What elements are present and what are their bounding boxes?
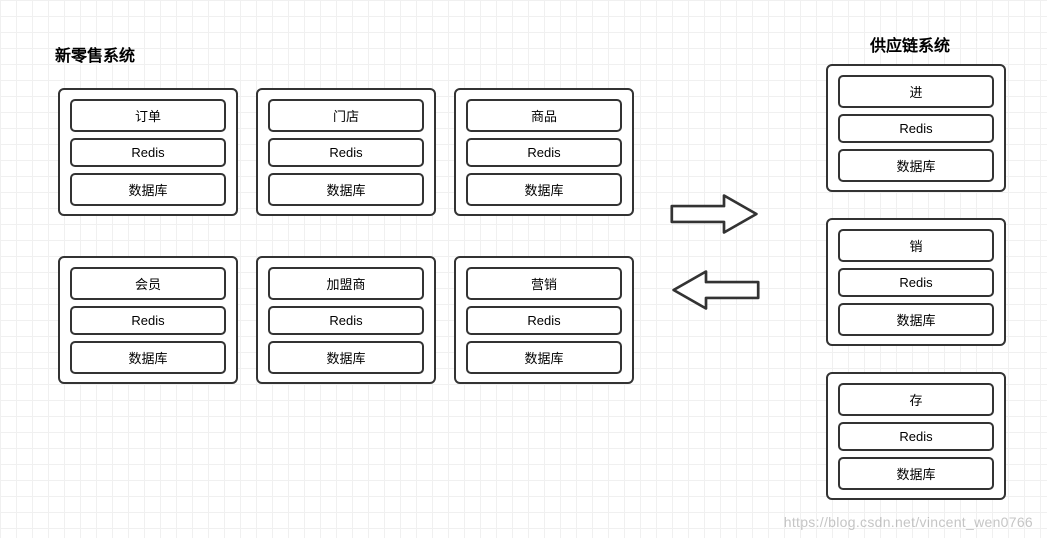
member-header-label: 会员 <box>70 267 226 300</box>
stock-bottom-label: 数据库 <box>838 457 994 490</box>
watermark-text: https://blog.csdn.net/vincent_wen0766 <box>784 514 1033 530</box>
sales-bottom-label: 数据库 <box>838 303 994 336</box>
product-header-label: 商品 <box>466 99 622 132</box>
stock-header-label: 存 <box>838 383 994 416</box>
sales-header-label: 销 <box>838 229 994 262</box>
marketing-mid-label: Redis <box>466 306 622 335</box>
franchise-bottom-label: 数据库 <box>268 341 424 374</box>
retail-module-franchise: 加盟商 Redis 数据库 <box>256 256 436 384</box>
product-bottom-label: 数据库 <box>466 173 622 206</box>
order-bottom-label: 数据库 <box>70 173 226 206</box>
member-mid-label: Redis <box>70 306 226 335</box>
supply-module-stock: 存 Redis 数据库 <box>826 372 1006 500</box>
product-mid-label: Redis <box>466 138 622 167</box>
retail-module-marketing: 营销 Redis 数据库 <box>454 256 634 384</box>
order-mid-label: Redis <box>70 138 226 167</box>
left-section-title: 新零售系统 <box>55 42 135 66</box>
purchase-header-label: 进 <box>838 75 994 108</box>
supply-module-sales: 销 Redis 数据库 <box>826 218 1006 346</box>
right-section-title: 供应链系统 <box>870 32 950 56</box>
arrow-right <box>670 192 760 236</box>
marketing-header-label: 营销 <box>466 267 622 300</box>
store-header-label: 门店 <box>268 99 424 132</box>
retail-module-product: 商品 Redis 数据库 <box>454 88 634 216</box>
store-bottom-label: 数据库 <box>268 173 424 206</box>
arrow-left <box>670 268 760 312</box>
retail-module-member: 会员 Redis 数据库 <box>58 256 238 384</box>
purchase-bottom-label: 数据库 <box>838 149 994 182</box>
supply-module-purchase: 进 Redis 数据库 <box>826 64 1006 192</box>
store-mid-label: Redis <box>268 138 424 167</box>
stock-mid-label: Redis <box>838 422 994 451</box>
sales-mid-label: Redis <box>838 268 994 297</box>
franchise-mid-label: Redis <box>268 306 424 335</box>
member-bottom-label: 数据库 <box>70 341 226 374</box>
order-header-label: 订单 <box>70 99 226 132</box>
retail-module-store: 门店 Redis 数据库 <box>256 88 436 216</box>
franchise-header-label: 加盟商 <box>268 267 424 300</box>
retail-module-order: 订单 Redis 数据库 <box>58 88 238 216</box>
marketing-bottom-label: 数据库 <box>466 341 622 374</box>
purchase-mid-label: Redis <box>838 114 994 143</box>
